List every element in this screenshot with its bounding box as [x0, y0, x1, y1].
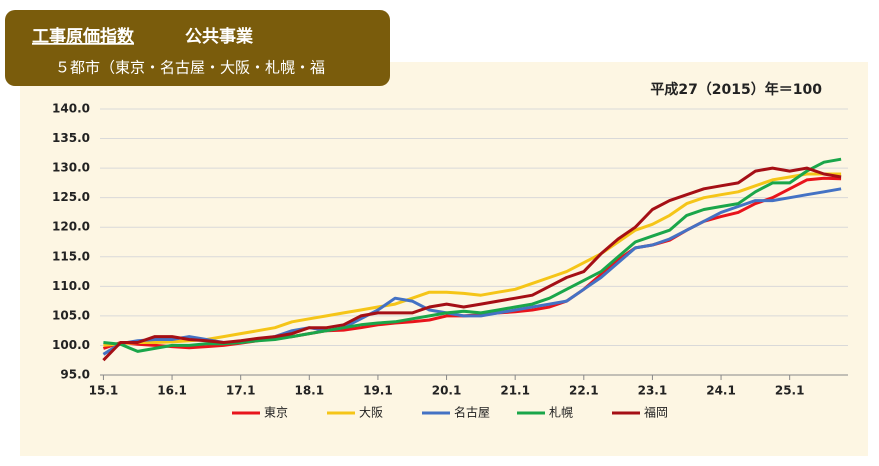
legend-label: 東京	[264, 406, 288, 420]
y-tick-label: 115.0	[52, 249, 90, 263]
legend-label: 札幌	[549, 405, 573, 420]
legend-label: 大阪	[359, 406, 383, 420]
x-tick-label: 22.1	[569, 384, 599, 398]
y-tick-label: 130.0	[52, 161, 90, 175]
y-tick-label: 135.0	[52, 131, 90, 145]
y-tick-label: 105.0	[52, 308, 90, 322]
series-line	[102, 166, 842, 362]
chart-title: 工事原価指数	[32, 26, 135, 47]
y-tick-label: 95.0	[60, 368, 90, 382]
x-tick-label: 15.1	[89, 384, 119, 398]
y-tick-label: 110.0	[52, 279, 90, 293]
x-tick-label: 18.1	[294, 384, 324, 398]
x-tick-label: 17.1	[226, 384, 256, 398]
x-tick-label: 19.1	[363, 384, 393, 398]
x-tick-label: 16.1	[157, 384, 187, 398]
x-tick-label: 24.1	[706, 384, 736, 398]
legend-label: 名古屋	[454, 405, 490, 420]
header-note: ５都市（東京・名古屋・大阪・札幌・福	[55, 59, 325, 77]
x-tick-label: 25.1	[775, 384, 805, 398]
series-line	[103, 172, 842, 347]
x-tick-label: 21.1	[500, 384, 530, 398]
chart-subtitle: 公共事業	[185, 26, 253, 47]
chart-panel	[20, 62, 868, 456]
x-tick-label: 20.1	[432, 384, 462, 398]
y-tick-label: 140.0	[52, 102, 90, 116]
x-tick-label: 23.1	[638, 384, 668, 398]
y-tick-label: 120.0	[52, 220, 90, 234]
y-tick-label: 125.0	[52, 190, 90, 204]
y-tick-label: 100.0	[52, 338, 90, 352]
legend-label: 福岡	[644, 405, 668, 420]
annotation: 平成27（2015）年＝100	[650, 81, 822, 98]
header-box	[5, 10, 390, 86]
